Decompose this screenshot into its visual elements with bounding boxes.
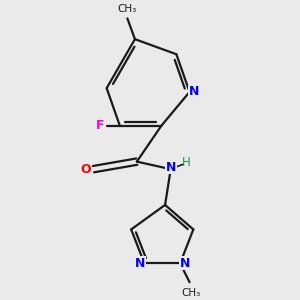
Text: CH₃: CH₃ — [182, 288, 201, 298]
Text: N: N — [166, 161, 176, 174]
Text: F: F — [96, 119, 104, 132]
Text: CH₃: CH₃ — [118, 4, 137, 14]
Text: O: O — [80, 163, 91, 176]
Text: N: N — [189, 85, 199, 98]
Text: N: N — [179, 257, 190, 270]
Text: H: H — [182, 156, 191, 169]
Text: N: N — [135, 257, 145, 270]
